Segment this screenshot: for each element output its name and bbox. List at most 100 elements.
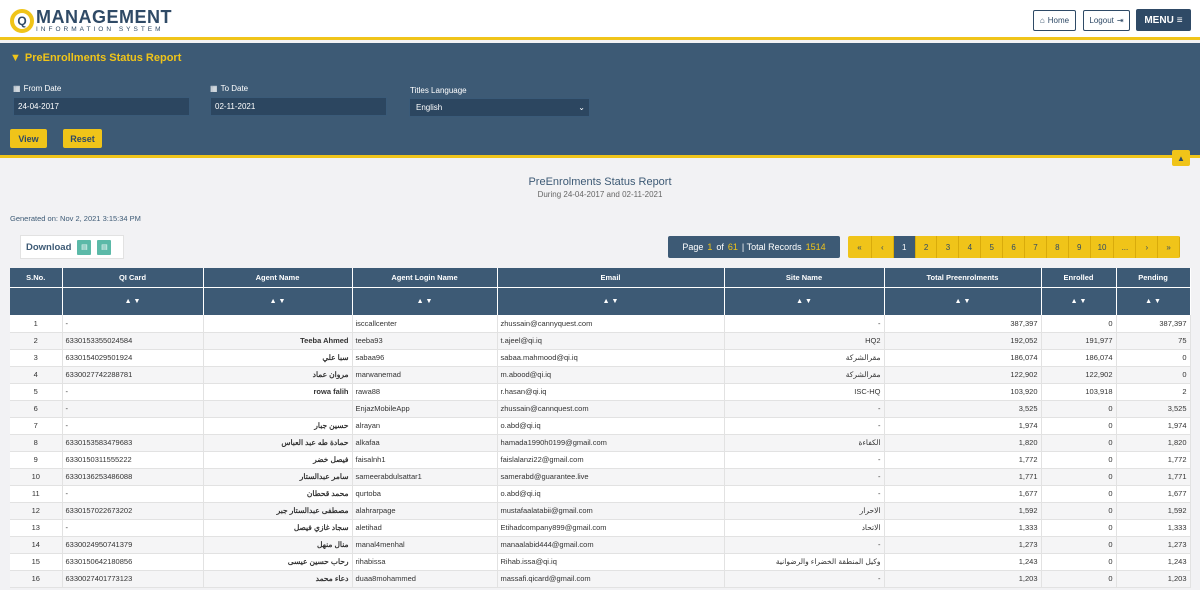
table-cell: 13 <box>10 519 63 537</box>
view-button[interactable]: View <box>10 129 47 148</box>
table-cell: 1,333 <box>1116 519 1191 537</box>
table-cell: 1,592 <box>1116 502 1191 520</box>
table-cell: محمد قحطان <box>203 485 353 503</box>
table-cell: - <box>724 417 885 435</box>
table-cell: 3,525 <box>884 400 1042 418</box>
page-button-5[interactable]: 3 <box>937 236 960 258</box>
table-cell: 1,243 <box>1116 553 1191 571</box>
table-cell: سبا علي <box>203 349 353 367</box>
table-cell: o.abd@qi.iq <box>497 485 725 503</box>
logo-title: MANAGEMENT <box>36 7 172 28</box>
table-cell: HQ2 <box>724 332 885 350</box>
table-row: 13- سجاد غازي فيصل aletihad Etihadcompany89… <box>10 519 1191 537</box>
table-cell: مروان عماد <box>203 366 353 384</box>
home-icon: ⌂ <box>1039 16 1045 25</box>
logout-button[interactable]: Logout ⇥ <box>1083 10 1130 31</box>
sort-toggle[interactable]: ▲ ▼ <box>724 287 885 315</box>
page-button-10[interactable]: 8 <box>1047 236 1069 258</box>
of-label: of <box>716 242 724 252</box>
sort-toggle[interactable]: ▲ ▼ <box>352 287 498 315</box>
table-cell: 6330153583479683 <box>62 434 204 452</box>
sort-toggle[interactable]: ▲ ▼ <box>1041 287 1117 315</box>
titles-language-select[interactable]: English ⌄ <box>409 98 590 117</box>
table-row: 11- محمد قحطان qurtoba o.abd@qi.iq -1,677 0 1,… <box>10 485 1191 503</box>
page-button-9[interactable]: 7 <box>1025 236 1047 258</box>
table-cell: مصطفى عبدالستار جبر <box>203 502 353 520</box>
page-button-14[interactable]: › <box>1136 236 1159 258</box>
filter-title: ▼ PreEnrollments Status Report <box>10 52 181 64</box>
table-cell: 9 <box>10 451 63 469</box>
table-row: 12 6330157022673202 مصطفى عبدالستار جبر ala… <box>10 502 1191 520</box>
page-button-1[interactable]: « <box>848 236 872 258</box>
table-cell: 191,977 <box>1041 332 1117 350</box>
sort-toggle[interactable]: ▲ ▼ <box>1116 287 1191 315</box>
page-button-13[interactable]: ... <box>1114 236 1137 258</box>
page-button-7[interactable]: 5 <box>981 236 1004 258</box>
table-row: 7- حسين جبار alrayan o.abd@qi.iq -1,974 0 1,97… <box>10 417 1191 435</box>
page-button-15[interactable]: » <box>1158 236 1180 258</box>
table-cell: 1,203 <box>1116 570 1191 588</box>
table-cell: 1,203 <box>884 570 1042 588</box>
table-cell: مقرالشركة <box>724 349 885 367</box>
to-date-input[interactable]: 02-11-2021 <box>210 97 387 116</box>
table-cell: sabaa.mahmood@qi.iq <box>497 349 725 367</box>
table-cell: 0 <box>1116 366 1191 384</box>
filter-icon: ▼ <box>10 52 21 64</box>
sort-toggle[interactable]: ▲ ▼ <box>62 287 204 315</box>
table-cell: 7 <box>10 417 63 435</box>
table-cell: 1,243 <box>884 553 1042 571</box>
from-date-label: ▦ From Date <box>13 84 61 93</box>
table-cell: 192,052 <box>884 332 1042 350</box>
table-cell: - <box>724 485 885 503</box>
download-box: Download ▤ ▤ <box>20 235 124 259</box>
report-title: PreEnrolments Status Report <box>528 176 672 188</box>
page-button-3[interactable]: 1 <box>893 236 916 258</box>
page-button-11[interactable]: 9 <box>1069 236 1091 258</box>
app-logo[interactable]: Q MANAGEMENT INFORMATION SYSTEM <box>10 7 172 35</box>
table-cell: 1,273 <box>1116 536 1191 554</box>
hamburger-icon: ≡ <box>1176 14 1183 26</box>
table-cell: Etihadcompany899@gmail.com <box>497 519 725 537</box>
table-cell: qurtoba <box>352 485 498 503</box>
table-cell: faisalnh1 <box>352 451 498 469</box>
table-cell: manaalabid444@gmail.com <box>497 536 725 554</box>
reset-button[interactable]: Reset <box>63 129 102 148</box>
table-cell: - <box>62 485 204 503</box>
table-cell: 5 <box>10 383 63 401</box>
table-row: 4 6330027742288781 مروان عماد marwanemad m.a… <box>10 366 1191 384</box>
table-cell: 1,820 <box>884 434 1042 452</box>
page-button-4[interactable]: 2 <box>916 236 938 258</box>
table-cell: 16 <box>10 570 63 588</box>
from-date-input[interactable]: 24-04-2017 <box>13 97 190 116</box>
table-cell: - <box>724 468 885 486</box>
table-cell: الاحرار <box>724 502 885 520</box>
total-records-label: | Total Records <box>741 242 802 252</box>
table-cell: - <box>724 536 885 554</box>
table-cell: 6 <box>10 400 63 418</box>
table-cell: mustafaalatabii@gmail.com <box>497 502 725 520</box>
page-button-12[interactable]: 10 <box>1091 236 1115 258</box>
column-header: Pending <box>1116 268 1191 288</box>
table-cell: - <box>724 451 885 469</box>
pdf-download-icon[interactable]: ▤ <box>77 239 92 255</box>
column-header: Enrolled <box>1041 268 1117 288</box>
sort-toggle[interactable]: ▲ ▼ <box>884 287 1042 315</box>
menu-button[interactable]: MENU ≡ <box>1136 9 1191 31</box>
home-button[interactable]: ⌂ Home <box>1033 10 1076 31</box>
page-button-8[interactable]: 6 <box>1003 236 1025 258</box>
filter-title-text: PreEnrollments Status Report <box>24 52 182 64</box>
table-cell: 10 <box>10 468 63 486</box>
collapse-panel-button[interactable]: ▲ <box>1172 150 1190 166</box>
page-button-2[interactable]: ‹ <box>872 236 894 258</box>
table-cell: 122,902 <box>884 366 1042 384</box>
logout-label: Logout <box>1089 16 1114 25</box>
download-label: Download <box>26 241 72 253</box>
sort-toggle[interactable]: ▲ ▼ <box>203 287 353 315</box>
table-cell: 75 <box>1116 332 1191 350</box>
page-button-6[interactable]: 4 <box>959 236 982 258</box>
excel-download-icon[interactable]: ▤ <box>97 239 112 255</box>
table-cell: 14 <box>10 536 63 554</box>
sort-toggle[interactable]: ▲ ▼ <box>497 287 725 315</box>
table-cell: r.hasan@qi.iq <box>497 383 725 401</box>
table-cell <box>203 315 353 333</box>
